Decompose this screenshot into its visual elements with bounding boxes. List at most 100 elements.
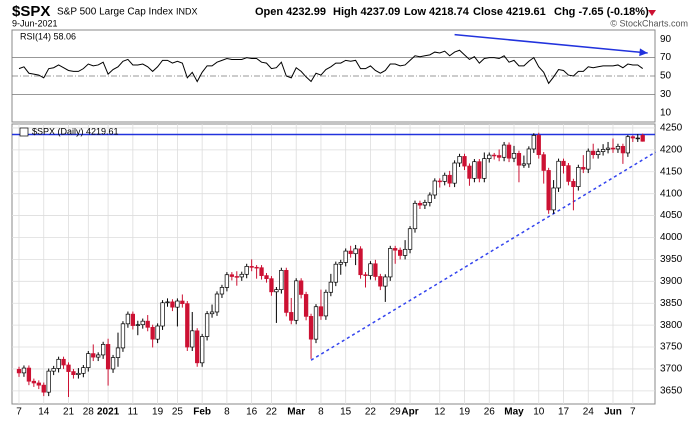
candle-body — [576, 167, 581, 188]
candle-body — [130, 313, 136, 326]
x-tick-label: 28 — [83, 407, 95, 418]
candle-body — [41, 384, 46, 393]
candle-body — [274, 289, 279, 293]
date: 9-Jun-2021 — [12, 18, 58, 28]
candle-body — [472, 161, 477, 179]
candle-body — [417, 202, 423, 206]
candle-body — [531, 135, 536, 150]
legend-icon — [19, 127, 29, 137]
candle-body — [308, 316, 314, 340]
quote-high: High 4237.09 — [333, 6, 400, 18]
candle-body — [294, 280, 299, 321]
candle-body — [91, 353, 96, 358]
y-tick-label: 70 — [660, 52, 672, 63]
candle-body — [135, 324, 140, 326]
y-tick-label: 4150 — [660, 166, 683, 177]
arrow-line — [454, 33, 648, 54]
candle-body — [36, 382, 41, 386]
candle-body — [447, 174, 452, 184]
candle-body — [204, 313, 210, 337]
candle-body — [620, 145, 626, 154]
candle-body — [437, 180, 442, 183]
candle-body — [442, 174, 447, 182]
candle-body — [254, 266, 259, 269]
x-tick-label: 7 — [16, 407, 22, 418]
candle-body — [120, 323, 126, 349]
candle-body — [234, 276, 239, 278]
candle-body — [56, 358, 61, 369]
candle-body — [185, 303, 190, 348]
quote-change: Chg -7.65 (-0.18%) — [554, 6, 649, 18]
quote-close: Close 4219.61 — [473, 6, 546, 18]
y-tick-label: 4250 — [660, 123, 683, 134]
candle-body — [536, 135, 541, 156]
candle-body — [86, 353, 91, 368]
candle-body — [477, 161, 482, 179]
candle-body — [591, 150, 596, 156]
candle-body — [516, 153, 522, 166]
candle-body — [610, 147, 616, 150]
y-tick-label: 3750 — [660, 342, 683, 353]
candle-body — [16, 369, 22, 374]
candle-body — [506, 144, 512, 159]
candle-body — [561, 160, 566, 166]
quote-open: Open 4232.99 — [255, 6, 326, 18]
candle-body — [299, 280, 304, 295]
x-tick-label: Apr — [401, 407, 418, 418]
y-tick-label: 10 — [660, 107, 672, 118]
candle-body — [368, 263, 373, 276]
candle-body — [605, 147, 611, 150]
candle-body — [145, 320, 150, 328]
candle-body — [115, 347, 121, 358]
candle-body — [412, 202, 418, 230]
x-tick-label: May — [504, 407, 524, 418]
candle-body — [571, 181, 576, 188]
candle-body — [635, 137, 640, 140]
y-tick-label: 3800 — [660, 320, 683, 331]
x-tick-label: 29 — [390, 407, 402, 418]
x-tick-label: 19 — [152, 407, 164, 418]
candle-body — [353, 248, 358, 255]
candle-body — [343, 250, 348, 263]
candle-body — [26, 367, 32, 382]
candle-body — [175, 300, 180, 308]
candle-body — [279, 270, 284, 290]
candle-body — [551, 187, 556, 211]
candle-body — [21, 367, 27, 374]
copyright: © StockCharts.com — [610, 18, 688, 28]
candle-body — [457, 156, 462, 164]
candle-body — [318, 306, 324, 317]
candle-body — [358, 248, 363, 276]
candle-body — [289, 312, 294, 321]
x-tick-label: 17 — [558, 407, 570, 418]
candle-body — [625, 136, 630, 154]
candle-body — [383, 276, 388, 287]
rsi-line — [18, 49, 643, 85]
candle-body — [224, 274, 230, 288]
candle-body — [640, 135, 645, 142]
candle-body — [264, 275, 269, 280]
candle-body — [615, 145, 621, 150]
candle-body — [81, 367, 86, 374]
x-tick-label: 12 — [434, 407, 446, 418]
candle-body — [323, 291, 329, 317]
candle-body — [600, 149, 606, 152]
candle-body — [521, 163, 527, 166]
candle-body — [214, 293, 220, 313]
candle-body — [180, 300, 185, 305]
candle-body — [195, 330, 200, 364]
candle-body — [348, 250, 353, 255]
x-tick-label: 2021 — [97, 407, 120, 418]
candle-body — [630, 136, 635, 139]
y-tick-label: 3900 — [660, 276, 683, 287]
y-tick-label: 4200 — [660, 144, 683, 155]
candle-body — [566, 165, 571, 182]
candle-body — [249, 266, 254, 268]
candle-body — [244, 266, 249, 275]
x-tick-label: 21 — [63, 407, 75, 418]
price-panel — [11, 123, 656, 405]
candle-body — [96, 354, 101, 358]
y-tick-label: 3950 — [660, 254, 683, 265]
candle-body — [125, 313, 131, 325]
x-tick-label: 24 — [583, 407, 595, 418]
